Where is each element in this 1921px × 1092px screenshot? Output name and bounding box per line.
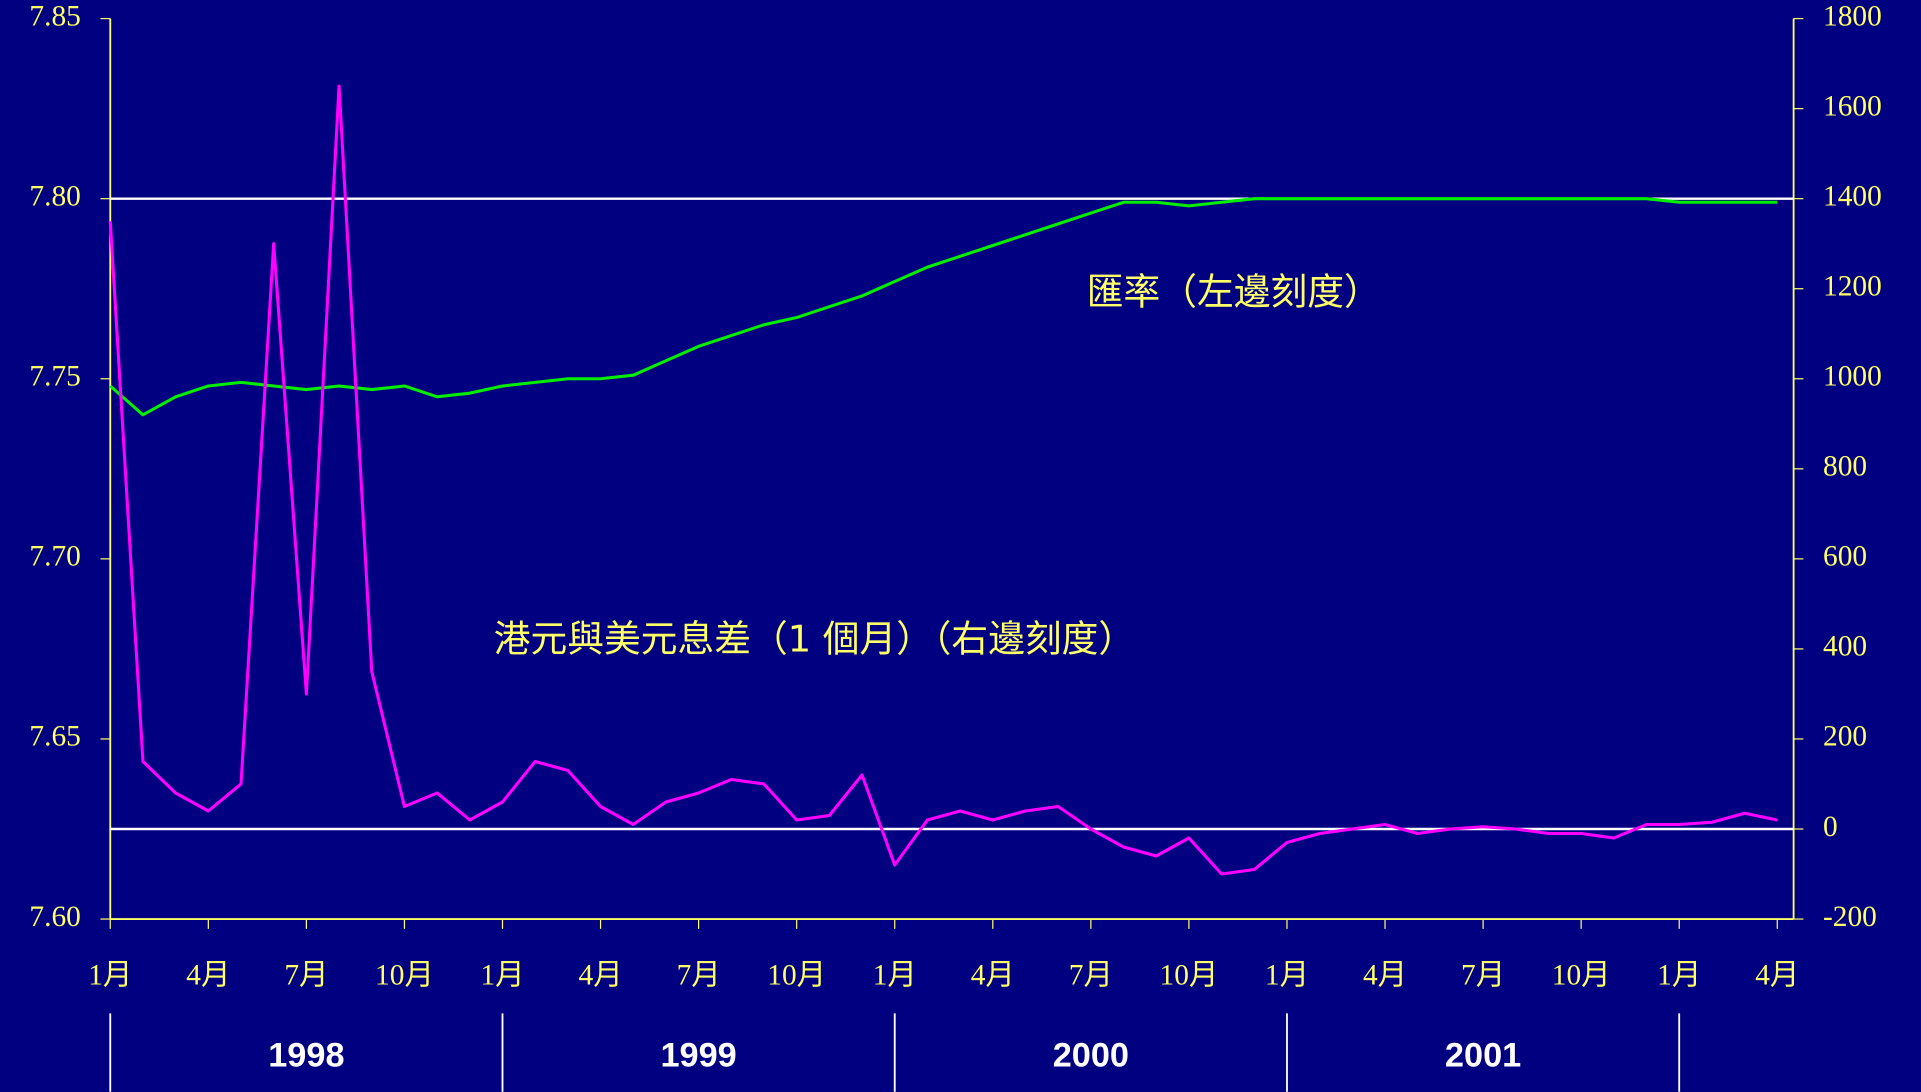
x-tick-label: 4月 <box>579 960 623 992</box>
y-tick-label: 7.85 <box>29 0 80 32</box>
x-tick-label: 7月 <box>284 960 328 992</box>
y-tick-label: 7.75 <box>29 361 80 393</box>
y-tick-label: 7.60 <box>29 901 80 933</box>
y2-tick-label: 200 <box>1823 721 1867 753</box>
year-label: 2000 <box>1053 1037 1129 1075</box>
year-label: 2001 <box>1445 1037 1521 1075</box>
y-tick-label: 7.80 <box>29 180 80 212</box>
y2-tick-label: 1000 <box>1823 361 1882 393</box>
x-tick-label: 1月 <box>480 960 524 992</box>
y2-tick-label: 0 <box>1823 811 1838 843</box>
x-tick-label: 4月 <box>1755 960 1799 992</box>
x-tick-label: 1月 <box>873 960 917 992</box>
y2-tick-label: 600 <box>1823 541 1867 573</box>
y2-tick-label: -200 <box>1823 901 1877 933</box>
data-line <box>109 197 1778 417</box>
y2-tick-label: 1800 <box>1823 0 1882 32</box>
y2-tick-label: 800 <box>1823 451 1867 483</box>
year-label: 1998 <box>268 1037 344 1075</box>
x-tick-label: 7月 <box>1461 960 1505 992</box>
y-tick-label: 7.65 <box>29 721 80 753</box>
x-tick-label: 1月 <box>1265 960 1309 992</box>
annotation: 港元與美元息差（1 個月）（右邊刻度） <box>494 617 1135 660</box>
x-tick-label: 1月 <box>88 960 132 992</box>
x-tick-label: 1月 <box>1657 960 1701 992</box>
x-tick-label: 7月 <box>677 960 721 992</box>
y2-tick-label: 1400 <box>1823 180 1882 212</box>
x-tick-label: 4月 <box>186 960 230 992</box>
x-tick-label: 10月 <box>1160 960 1219 992</box>
annotation: 匯率（左邊刻度） <box>1087 271 1381 314</box>
x-tick-label: 4月 <box>971 960 1015 992</box>
y2-tick-label: 1600 <box>1823 90 1882 122</box>
x-tick-label: 4月 <box>1363 960 1407 992</box>
y2-tick-label: 400 <box>1823 631 1867 663</box>
x-tick-label: 7月 <box>1069 960 1113 992</box>
x-tick-label: 10月 <box>375 960 434 992</box>
y-tick-label: 7.70 <box>29 541 80 573</box>
data-line <box>108 84 1778 876</box>
year-label: 1999 <box>660 1037 736 1075</box>
x-tick-label: 10月 <box>1552 960 1611 992</box>
y2-tick-label: 1200 <box>1823 270 1882 302</box>
x-tick-label: 10月 <box>767 960 826 992</box>
